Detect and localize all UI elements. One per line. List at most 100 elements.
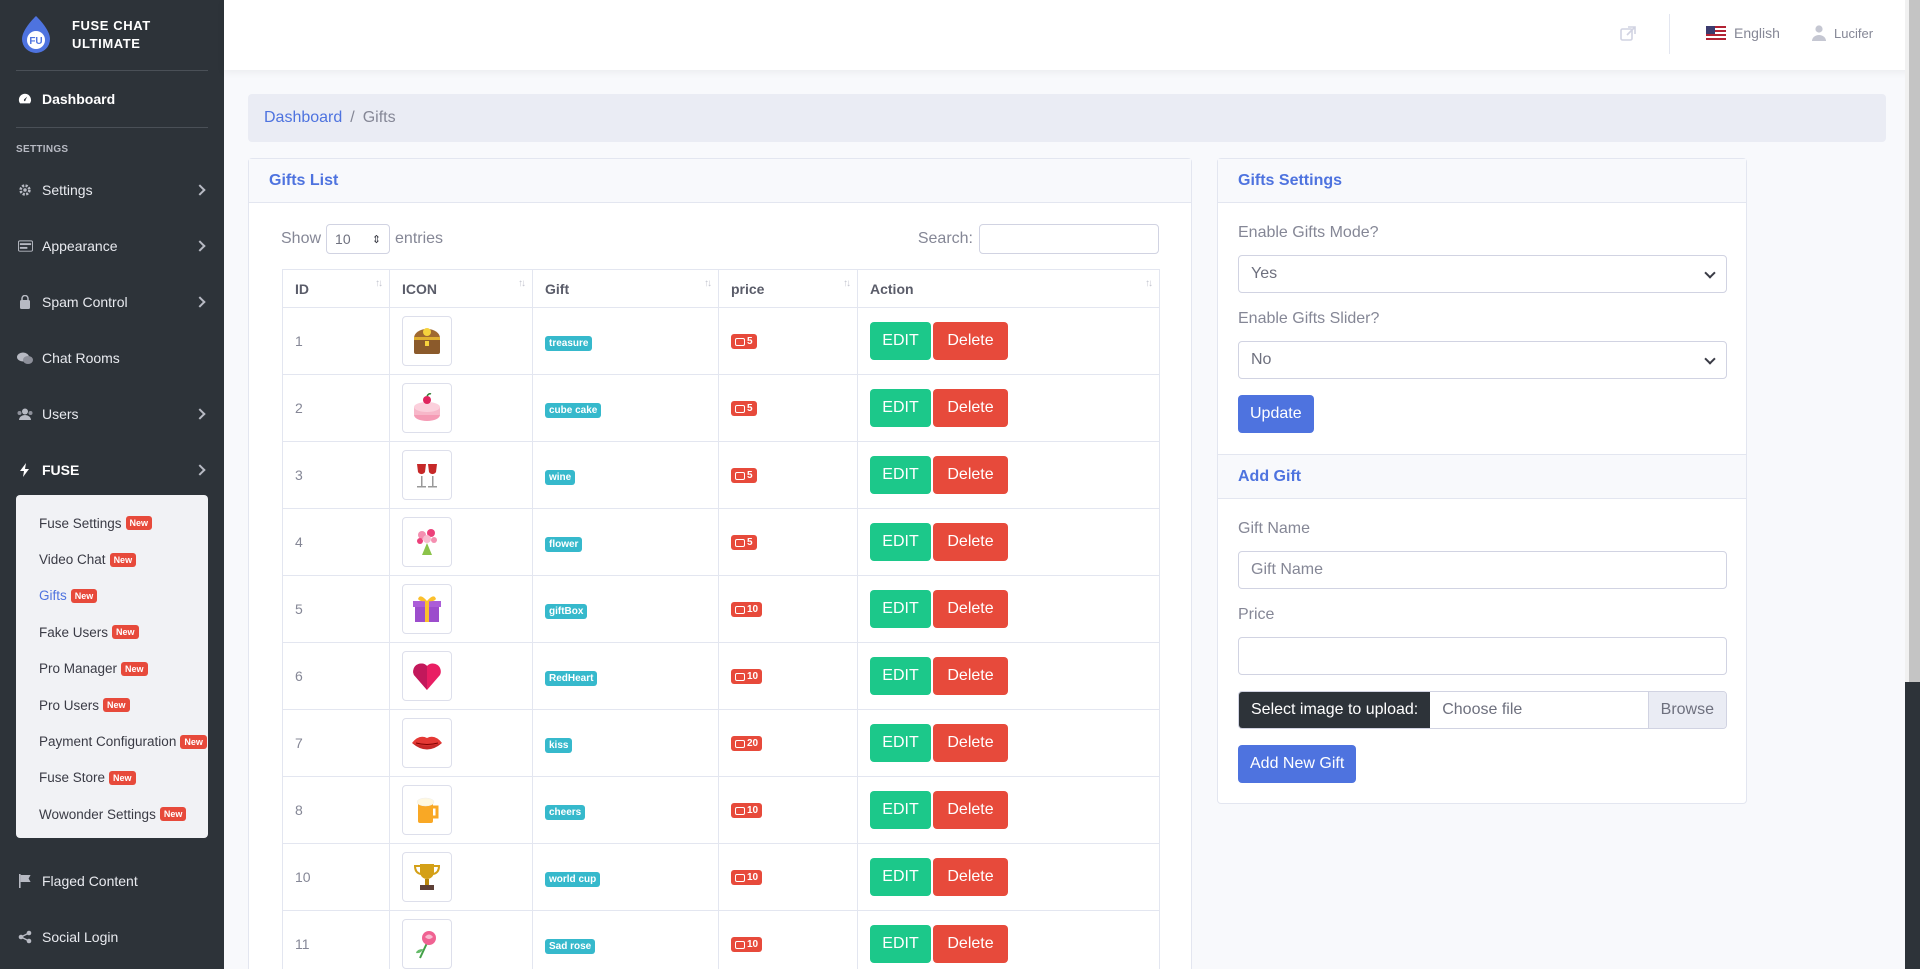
edit-button[interactable]: EDIT <box>870 389 931 427</box>
sidebar-item-spam-control[interactable]: Spam Control <box>0 274 224 330</box>
gifts-mode-select[interactable]: Yes <box>1238 255 1727 293</box>
sidebar-item-flaged-content[interactable]: Flaged Content <box>0 853 224 909</box>
gifts-slider-select[interactable]: No <box>1238 341 1727 379</box>
gift-price-cell: 20 <box>718 709 858 777</box>
share-icon <box>17 929 33 945</box>
browse-button[interactable]: Browse <box>1647 692 1726 728</box>
delete-button[interactable]: Delete <box>933 590 1008 628</box>
price-input[interactable] <box>1238 637 1727 675</box>
gift-id: 5 <box>282 575 390 643</box>
gift-id: 2 <box>282 374 390 442</box>
brand[interactable]: FU FUSE CHAT ULTIMATE <box>0 0 224 70</box>
price-label: Price <box>1238 606 1275 623</box>
scrollbar-track-bottom <box>1905 682 1920 969</box>
rose-icon <box>402 919 452 969</box>
delete-button[interactable]: Delete <box>933 925 1008 963</box>
submenu-item-fuse-settings[interactable]: Fuse Settings New <box>16 505 208 541</box>
brand-line1: FUSE CHAT <box>72 18 151 33</box>
edit-button[interactable]: EDIT <box>870 858 931 896</box>
gift-id: 7 <box>282 709 390 777</box>
submenu-item-payment-configuration[interactable]: Payment Configuration New <box>16 723 208 759</box>
submenu-item-gifts[interactable]: Gifts New <box>16 578 208 614</box>
add-new-gift-button[interactable]: Add New Gift <box>1238 745 1357 783</box>
edit-button[interactable]: EDIT <box>870 456 931 494</box>
column-header-action[interactable]: Action <box>857 269 1160 308</box>
delete-button[interactable]: Delete <box>933 456 1008 494</box>
edit-button[interactable]: EDIT <box>870 791 931 829</box>
delete-button[interactable]: Delete <box>933 791 1008 829</box>
gift-name-input[interactable]: Gift Name <box>1238 551 1727 589</box>
gift-name-cell: cube cake <box>532 374 719 442</box>
breadcrumb-dashboard[interactable]: Dashboard <box>264 109 343 126</box>
delete-button[interactable]: Delete <box>933 322 1008 360</box>
coins-icon <box>735 471 745 480</box>
coins-icon <box>735 739 745 748</box>
gift-name-label: Gift Name <box>1238 520 1311 537</box>
column-header-id[interactable]: ID <box>282 269 390 308</box>
brand-logo-icon: FU <box>18 15 54 55</box>
sidebar-item-users[interactable]: Users <box>0 386 224 442</box>
gift-name-badge: kiss <box>545 738 573 753</box>
new-badge: New <box>109 770 136 785</box>
edit-button[interactable]: EDIT <box>870 590 931 628</box>
gifts-slider-label: Enable Gifts Slider? <box>1238 310 1380 327</box>
edit-button[interactable]: EDIT <box>870 657 931 695</box>
user-menu[interactable]: Lucifer <box>1812 25 1873 41</box>
new-badge: New <box>159 807 187 822</box>
sidebar-item-social-login[interactable]: Social Login <box>0 909 224 965</box>
file-upload-group[interactable]: Select image to upload: Choose file Brow… <box>1238 691 1727 729</box>
sidebar-item-appearance[interactable]: Appearance <box>0 218 224 274</box>
breadcrumb-current: Gifts <box>362 109 396 126</box>
chevron-right-icon <box>194 296 206 308</box>
breadcrumb: Dashboard / Gifts <box>248 94 1886 142</box>
page-scrollbar-thumb[interactable] <box>1909 0 1920 682</box>
language-selector[interactable]: English <box>1706 25 1780 41</box>
gift-icon-cell <box>389 575 533 643</box>
gift-id: 3 <box>282 441 390 509</box>
gift-actions-cell: EDIT Delete <box>857 642 1160 710</box>
sidebar-item-dashboard[interactable]: Dashboard <box>0 71 224 127</box>
column-header-price[interactable]: price <box>718 269 858 308</box>
gift-name-badge: flower <box>545 537 583 552</box>
sidebar-item-chat-rooms[interactable]: Chat Rooms <box>0 330 224 386</box>
choose-file-input[interactable]: Choose file <box>1442 701 1523 718</box>
sidebar-item-fuse[interactable]: FUSE <box>0 442 224 498</box>
user-icon <box>1812 25 1826 41</box>
entries-select[interactable]: 10 <box>326 224 391 254</box>
sidebar-item-settings[interactable]: Settings <box>0 162 224 218</box>
submenu-item-fuse-store[interactable]: Fuse Store New <box>16 760 208 796</box>
submenu-item-pro-users[interactable]: Pro Users New <box>16 687 208 723</box>
users-icon <box>17 406 33 422</box>
gift-actions-cell: EDIT Delete <box>857 441 1160 509</box>
gift-name-badge: Sad rose <box>545 939 596 954</box>
gift-id: 1 <box>282 307 390 375</box>
external-link-icon[interactable] <box>1620 26 1636 42</box>
coins-icon <box>735 605 745 614</box>
column-header-icon[interactable]: ICON <box>389 269 533 308</box>
submenu-item-pro-manager[interactable]: Pro Manager New <box>16 651 208 687</box>
delete-button[interactable]: Delete <box>933 389 1008 427</box>
edit-button[interactable]: EDIT <box>870 322 931 360</box>
delete-button[interactable]: Delete <box>933 657 1008 695</box>
coins-icon <box>735 873 745 882</box>
red-heart-icon <box>402 651 452 701</box>
gift-actions-cell: EDIT Delete <box>857 910 1160 969</box>
gift-icon-cell <box>389 374 533 442</box>
gift-icon-cell <box>389 910 533 969</box>
update-button[interactable]: Update <box>1238 395 1314 433</box>
appearance-icon <box>17 238 33 254</box>
search-input[interactable] <box>979 224 1159 254</box>
delete-button[interactable]: Delete <box>933 724 1008 762</box>
gift-icon-cell <box>389 441 533 509</box>
delete-button[interactable]: Delete <box>933 858 1008 896</box>
gift-actions-cell: EDIT Delete <box>857 307 1160 375</box>
submenu-item-fake-users[interactable]: Fake Users New <box>16 614 208 650</box>
gift-id: 6 <box>282 642 390 710</box>
column-header-gift[interactable]: Gift <box>532 269 719 308</box>
edit-button[interactable]: EDIT <box>870 925 931 963</box>
submenu-item-video-chat[interactable]: Video Chat New <box>16 541 208 577</box>
submenu-item-wowonder-settings[interactable]: Wowonder Settings New <box>16 796 208 832</box>
delete-button[interactable]: Delete <box>933 523 1008 561</box>
edit-button[interactable]: EDIT <box>870 523 931 561</box>
edit-button[interactable]: EDIT <box>870 724 931 762</box>
